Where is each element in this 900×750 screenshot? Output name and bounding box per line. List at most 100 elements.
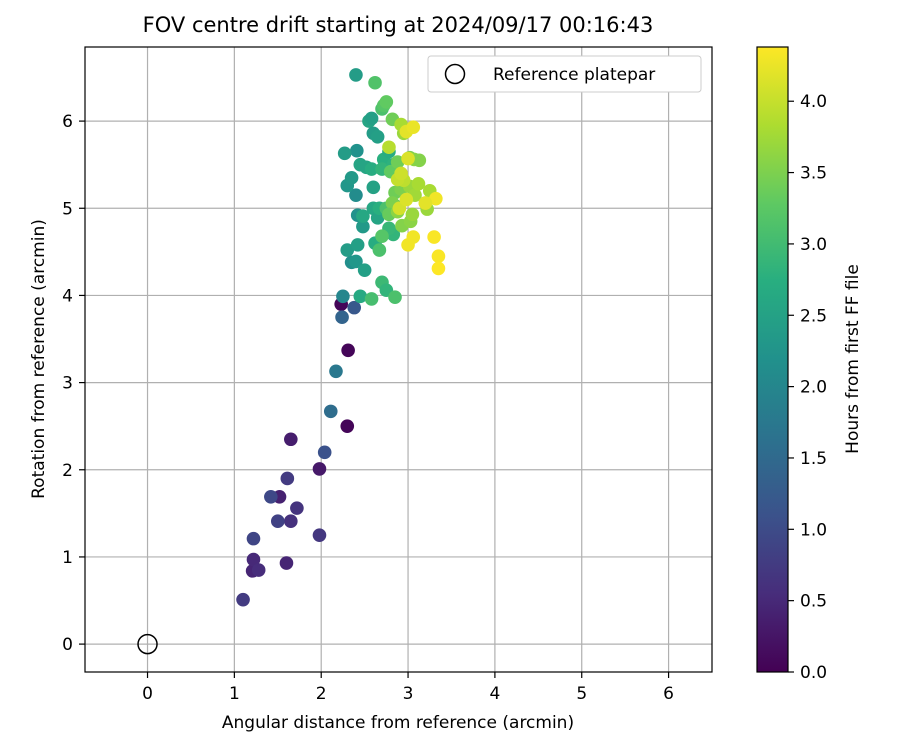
data-point	[382, 140, 396, 155]
data-point	[323, 404, 338, 419]
colorbar-tick-label: 1.5	[800, 449, 827, 469]
data-point	[431, 249, 446, 264]
data-point	[418, 196, 433, 210]
y-axis-ticks: 0 1 2 3 4 5 6	[62, 112, 85, 655]
data-point	[312, 528, 327, 542]
colorbar-tick-label: 3.0	[800, 235, 827, 255]
colorbar-gradient	[756, 46, 789, 673]
data-point	[364, 162, 379, 176]
data-point	[270, 514, 285, 528]
data-point	[340, 419, 355, 433]
data-point	[279, 556, 294, 570]
data-point	[264, 489, 278, 504]
data-point	[329, 364, 343, 379]
reference-marker-group	[137, 633, 158, 655]
chart-title: FOV centre drift starting at 2024/09/17 …	[143, 13, 654, 37]
data-point	[429, 191, 443, 206]
data-point	[370, 129, 385, 144]
grid-lines	[85, 47, 712, 672]
colorbar-label: Hours from first FF file	[843, 264, 863, 454]
y-tick-label: 4	[62, 286, 73, 306]
data-point	[357, 263, 372, 277]
y-tick-label: 5	[62, 199, 73, 219]
data-point	[353, 289, 368, 304]
data-point	[375, 229, 389, 243]
data-point	[290, 501, 304, 515]
data-point	[427, 230, 441, 244]
data-point	[246, 552, 261, 567]
data-point	[368, 75, 382, 90]
data-point	[406, 120, 421, 134]
data-point	[349, 68, 363, 82]
data-point	[388, 290, 402, 304]
colorbar-tick-label: 3.5	[800, 164, 827, 184]
data-point	[431, 261, 446, 276]
colorbar-tick-label: 1.0	[800, 520, 827, 540]
data-point	[349, 254, 363, 269]
data-point	[364, 292, 379, 306]
data-point	[350, 238, 365, 252]
data-point	[379, 95, 394, 109]
x-axis-label: Angular distance from reference (arcmin)	[222, 713, 574, 733]
data-point	[284, 514, 298, 528]
y-tick-label: 3	[62, 374, 73, 394]
colorbar-tick-label: 4.0	[800, 92, 827, 112]
data-point	[246, 531, 261, 546]
data-point	[336, 289, 350, 304]
x-tick-label: 1	[229, 684, 240, 704]
data-point	[312, 462, 327, 476]
data-point	[335, 310, 349, 325]
data-point	[251, 563, 266, 577]
data-point	[390, 155, 405, 169]
plot-frame	[84, 46, 713, 673]
data-point	[347, 300, 362, 315]
data-point	[399, 192, 414, 207]
data-point	[412, 153, 427, 168]
data-point	[349, 188, 363, 202]
x-tick-label: 4	[489, 684, 500, 704]
y-tick-label: 1	[62, 548, 73, 568]
y-axis-label: Rotation from reference (arcmin)	[29, 219, 49, 499]
x-tick-label: 6	[663, 684, 674, 704]
data-point	[401, 151, 415, 166]
colorbar-tick-label: 2.5	[800, 306, 827, 326]
data-point	[372, 243, 387, 257]
data-point	[337, 146, 352, 161]
data-point	[350, 143, 364, 158]
data-point	[317, 445, 332, 460]
data-point	[405, 207, 420, 222]
data-point	[364, 111, 379, 126]
legend-box	[427, 55, 702, 93]
colorbar-tick-label: 0.0	[800, 663, 827, 683]
x-tick-label: 2	[316, 684, 327, 704]
data-point	[236, 592, 250, 607]
scatter-points	[236, 68, 446, 607]
x-tick-label: 0	[142, 684, 153, 704]
data-point	[341, 343, 355, 358]
data-point	[340, 243, 355, 257]
x-tick-label: 3	[403, 684, 414, 704]
data-point	[406, 230, 421, 244]
y-tick-label: 2	[62, 461, 73, 481]
y-tick-label: 0	[62, 635, 73, 655]
colorbar-ticks: 0.0 0.5 1.0 1.5 2.0 2.5 3.0 3.5 4.0	[788, 92, 827, 683]
legend-label: Reference platepar	[493, 65, 655, 85]
legend-reference-marker	[444, 63, 466, 85]
data-point	[356, 209, 370, 223]
data-point	[280, 471, 295, 486]
x-axis-ticks: 0 1 2 3 4 5 6	[142, 672, 674, 704]
data-point	[411, 177, 426, 191]
colorbar-tick-label: 2.0	[800, 378, 827, 398]
data-point	[344, 170, 359, 185]
colorbar-tick-label: 0.5	[800, 592, 827, 612]
colorbar: 0.0 0.5 1.0 1.5 2.0 2.5 3.0 3.5 4.0 Hours from f…	[756, 46, 863, 683]
reference-platepar-marker	[137, 633, 158, 655]
data-point	[366, 180, 381, 195]
legend: Reference platepar	[427, 55, 702, 93]
y-tick-label: 6	[62, 112, 73, 132]
data-point	[284, 432, 298, 447]
x-tick-label: 5	[576, 684, 587, 704]
data-point	[394, 166, 408, 181]
data-point	[356, 219, 370, 234]
